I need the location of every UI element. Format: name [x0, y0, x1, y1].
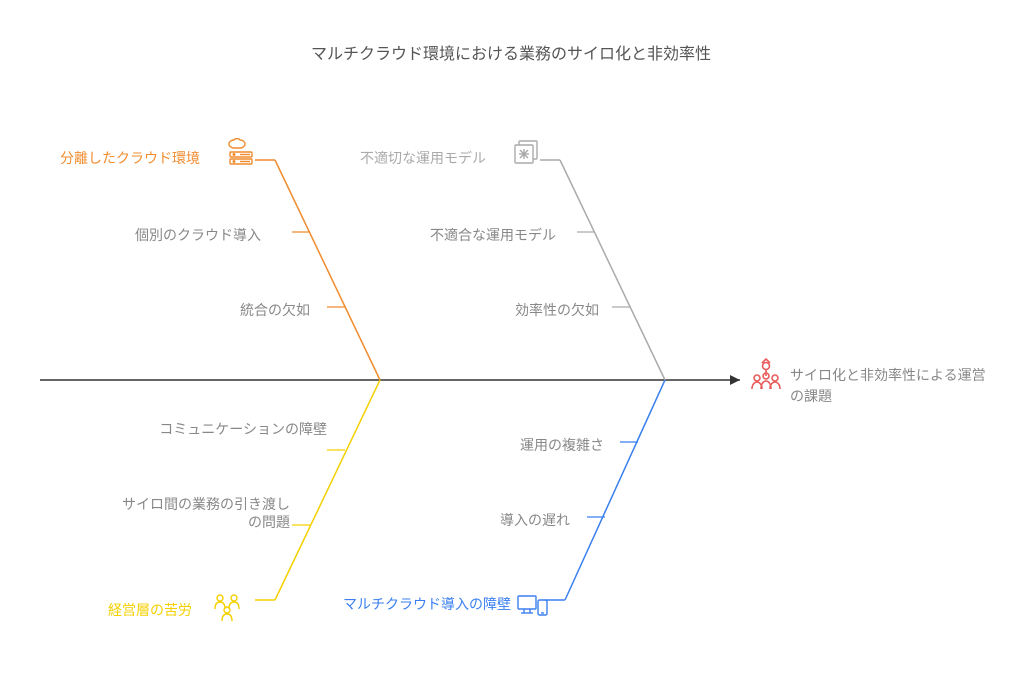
people-icon	[212, 592, 244, 627]
sub-yellow-0: コミュニケーションの障壁	[157, 420, 327, 438]
model-icon	[512, 138, 542, 173]
sub-blue-0: 運用の複雑さ	[520, 435, 604, 455]
branch-gray-title: 不適切な運用モデル	[360, 148, 486, 168]
branch-yellow-title: 経営層の苦労	[108, 600, 192, 620]
sub-blue-1: 導入の遅れ	[500, 510, 570, 530]
branch-orange-title: 分離したクラウド環境	[60, 148, 200, 168]
sub-gray-0: 不適合な運用モデル	[430, 225, 556, 245]
sub-orange-1: 統合の欠如	[240, 300, 310, 320]
team-icon	[748, 356, 784, 397]
fishbone-svg	[0, 0, 1022, 686]
sub-yellow-1: サイロ間の業務の引き渡しの問題	[120, 495, 290, 531]
sub-orange-0: 個別のクラウド導入	[135, 225, 261, 245]
sub-gray-1: 効率性の欠如	[515, 300, 599, 320]
head-label: サイロ化と非効率性による運営の課題	[790, 365, 990, 407]
branch-blue-title: マルチクラウド導入の障壁	[342, 595, 512, 613]
cloud-server-icon	[226, 138, 256, 173]
devices-icon	[516, 592, 550, 625]
